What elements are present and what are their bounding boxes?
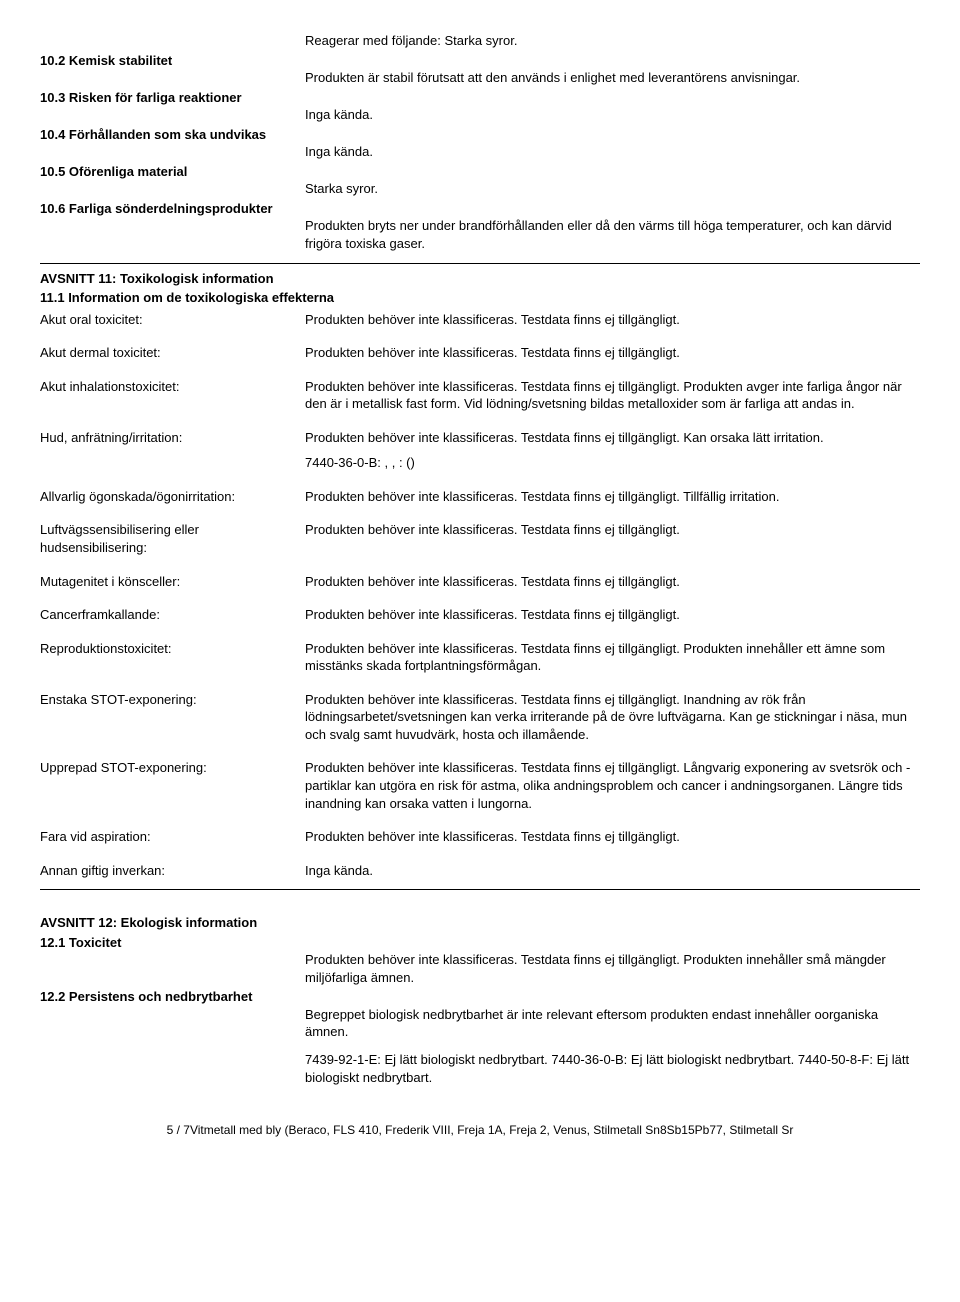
value-12-2-v2: 7439-92-1-E: Ej lätt biologiskt nedbrytb… [305,1051,920,1086]
tox-value: Produkten behöver inte klassificeras. Te… [305,429,920,447]
tox-row: Cancerframkallande:Produkten behöver int… [40,606,920,624]
value-12-1: Produkten behöver inte klassificeras. Te… [305,951,920,986]
heading-10-6: 10.6 Farliga sönderdelningsprodukter [40,200,920,218]
tox-label: Annan giftig inverkan: [40,862,305,880]
tox-value: Produkten behöver inte klassificeras. Te… [305,759,920,812]
divider [40,889,920,890]
tox-row: Luftvägssensibilisering eller hudsensibi… [40,521,920,556]
tox-value: Produkten behöver inte klassificeras. Te… [305,521,920,556]
tox-value: Produkten behöver inte klassificeras. Te… [305,488,920,506]
tox-value: Produkten behöver inte klassificeras. Te… [305,573,920,591]
tox-row: Mutagenitet i könsceller:Produkten behöv… [40,573,920,591]
tox-value-extra: 7440-36-0-B: , , : () [305,454,920,472]
row-12-2-v1: Begreppet biologisk nedbrytbarhet är int… [40,1006,920,1041]
tox-value: Produkten behöver inte klassificeras. Te… [305,344,920,362]
tox-label: Allvarlig ögonskada/ögonirritation: [40,488,305,506]
heading-12-2: 12.2 Persistens och nedbrytbarhet [40,988,920,1006]
heading-10-5: 10.5 Oförenliga material [40,163,920,181]
heading-12-1: 12.1 Toxicitet [40,934,920,952]
tox-value: Produkten behöver inte klassificeras. Te… [305,378,920,413]
tox-row: Akut dermal toxicitet:Produkten behöver … [40,344,920,362]
tox-row-extra: 7440-36-0-B: , , : () [40,454,920,472]
tox-value: Produkten behöver inte klassificeras. Te… [305,311,920,329]
tox-label: Reproduktionstoxicitet: [40,640,305,675]
heading-10-2: 10.2 Kemisk stabilitet [40,52,920,70]
row-10-6: Produkten bryts ner under brandförhållan… [40,217,920,252]
row-10-3: Inga kända. [40,106,920,124]
row-12-2-v2: 7439-92-1-E: Ej lätt biologiskt nedbrytb… [40,1051,920,1086]
tox-label: Akut oral toxicitet: [40,311,305,329]
tox-label: Upprepad STOT-exponering: [40,759,305,812]
heading-section-11: AVSNITT 11: Toxikologisk information [40,270,920,288]
tox-row: Upprepad STOT-exponering:Produkten behöv… [40,759,920,812]
row-10-2-l2: Produkten är stabil förutsatt att den an… [40,69,920,87]
value-10-6: Produkten bryts ner under brandförhållan… [305,217,920,252]
heading-10-3: 10.3 Risken för farliga reaktioner [40,89,920,107]
tox-label: Enstaka STOT-exponering: [40,691,305,744]
value-12-2-v1: Begreppet biologisk nedbrytbarhet är int… [305,1006,920,1041]
tox-label: Luftvägssensibilisering eller hudsensibi… [40,521,305,556]
tox-value: Produkten behöver inte klassificeras. Te… [305,691,920,744]
value-10-2-l1: Reagerar med följande: Starka syror. [305,32,920,50]
value-10-3: Inga kända. [305,106,920,124]
heading-11-1: 11.1 Information om de toxikologiska eff… [40,289,920,307]
value-10-2-l2: Produkten är stabil förutsatt att den an… [305,69,920,87]
tox-row: Reproduktionstoxicitet:Produkten behöver… [40,640,920,675]
tox-label: Cancerframkallande: [40,606,305,624]
tox-row: Akut oral toxicitet:Produkten behöver in… [40,311,920,329]
tox-row: Hud, anfrätning/irritation:Produkten beh… [40,429,920,447]
value-10-4: Inga kända. [305,143,920,161]
tox-label: Mutagenitet i könsceller: [40,573,305,591]
tox-value: Produkten behöver inte klassificeras. Te… [305,640,920,675]
row-10-4: Inga kända. [40,143,920,161]
tox-row: Fara vid aspiration:Produkten behöver in… [40,828,920,846]
tox-label: Akut inhalationstoxicitet: [40,378,305,413]
tox-row: Enstaka STOT-exponering:Produkten behöve… [40,691,920,744]
tox-label: Akut dermal toxicitet: [40,344,305,362]
row-10-5: Starka syror. [40,180,920,198]
tox-value: Produkten behöver inte klassificeras. Te… [305,606,920,624]
tox-row: Akut inhalationstoxicitet:Produkten behö… [40,378,920,413]
row-12-1: Produkten behöver inte klassificeras. Te… [40,951,920,986]
value-10-5: Starka syror. [305,180,920,198]
tox-label: Hud, anfrätning/irritation: [40,429,305,447]
page-footer: 5 / 7Vitmetall med bly (Beraco, FLS 410,… [40,1122,920,1138]
heading-10-4: 10.4 Förhållanden som ska undvikas [40,126,920,144]
tox-row: Allvarlig ögonskada/ögonirritation:Produ… [40,488,920,506]
divider [40,263,920,264]
tox-value: Inga kända. [305,862,920,880]
row-10-2-l1: Reagerar med följande: Starka syror. [40,32,920,50]
tox-value: Produkten behöver inte klassificeras. Te… [305,828,920,846]
heading-section-12: AVSNITT 12: Ekologisk information [40,914,920,932]
tox-row: Annan giftig inverkan:Inga kända. [40,862,920,880]
tox-label: Fara vid aspiration: [40,828,305,846]
